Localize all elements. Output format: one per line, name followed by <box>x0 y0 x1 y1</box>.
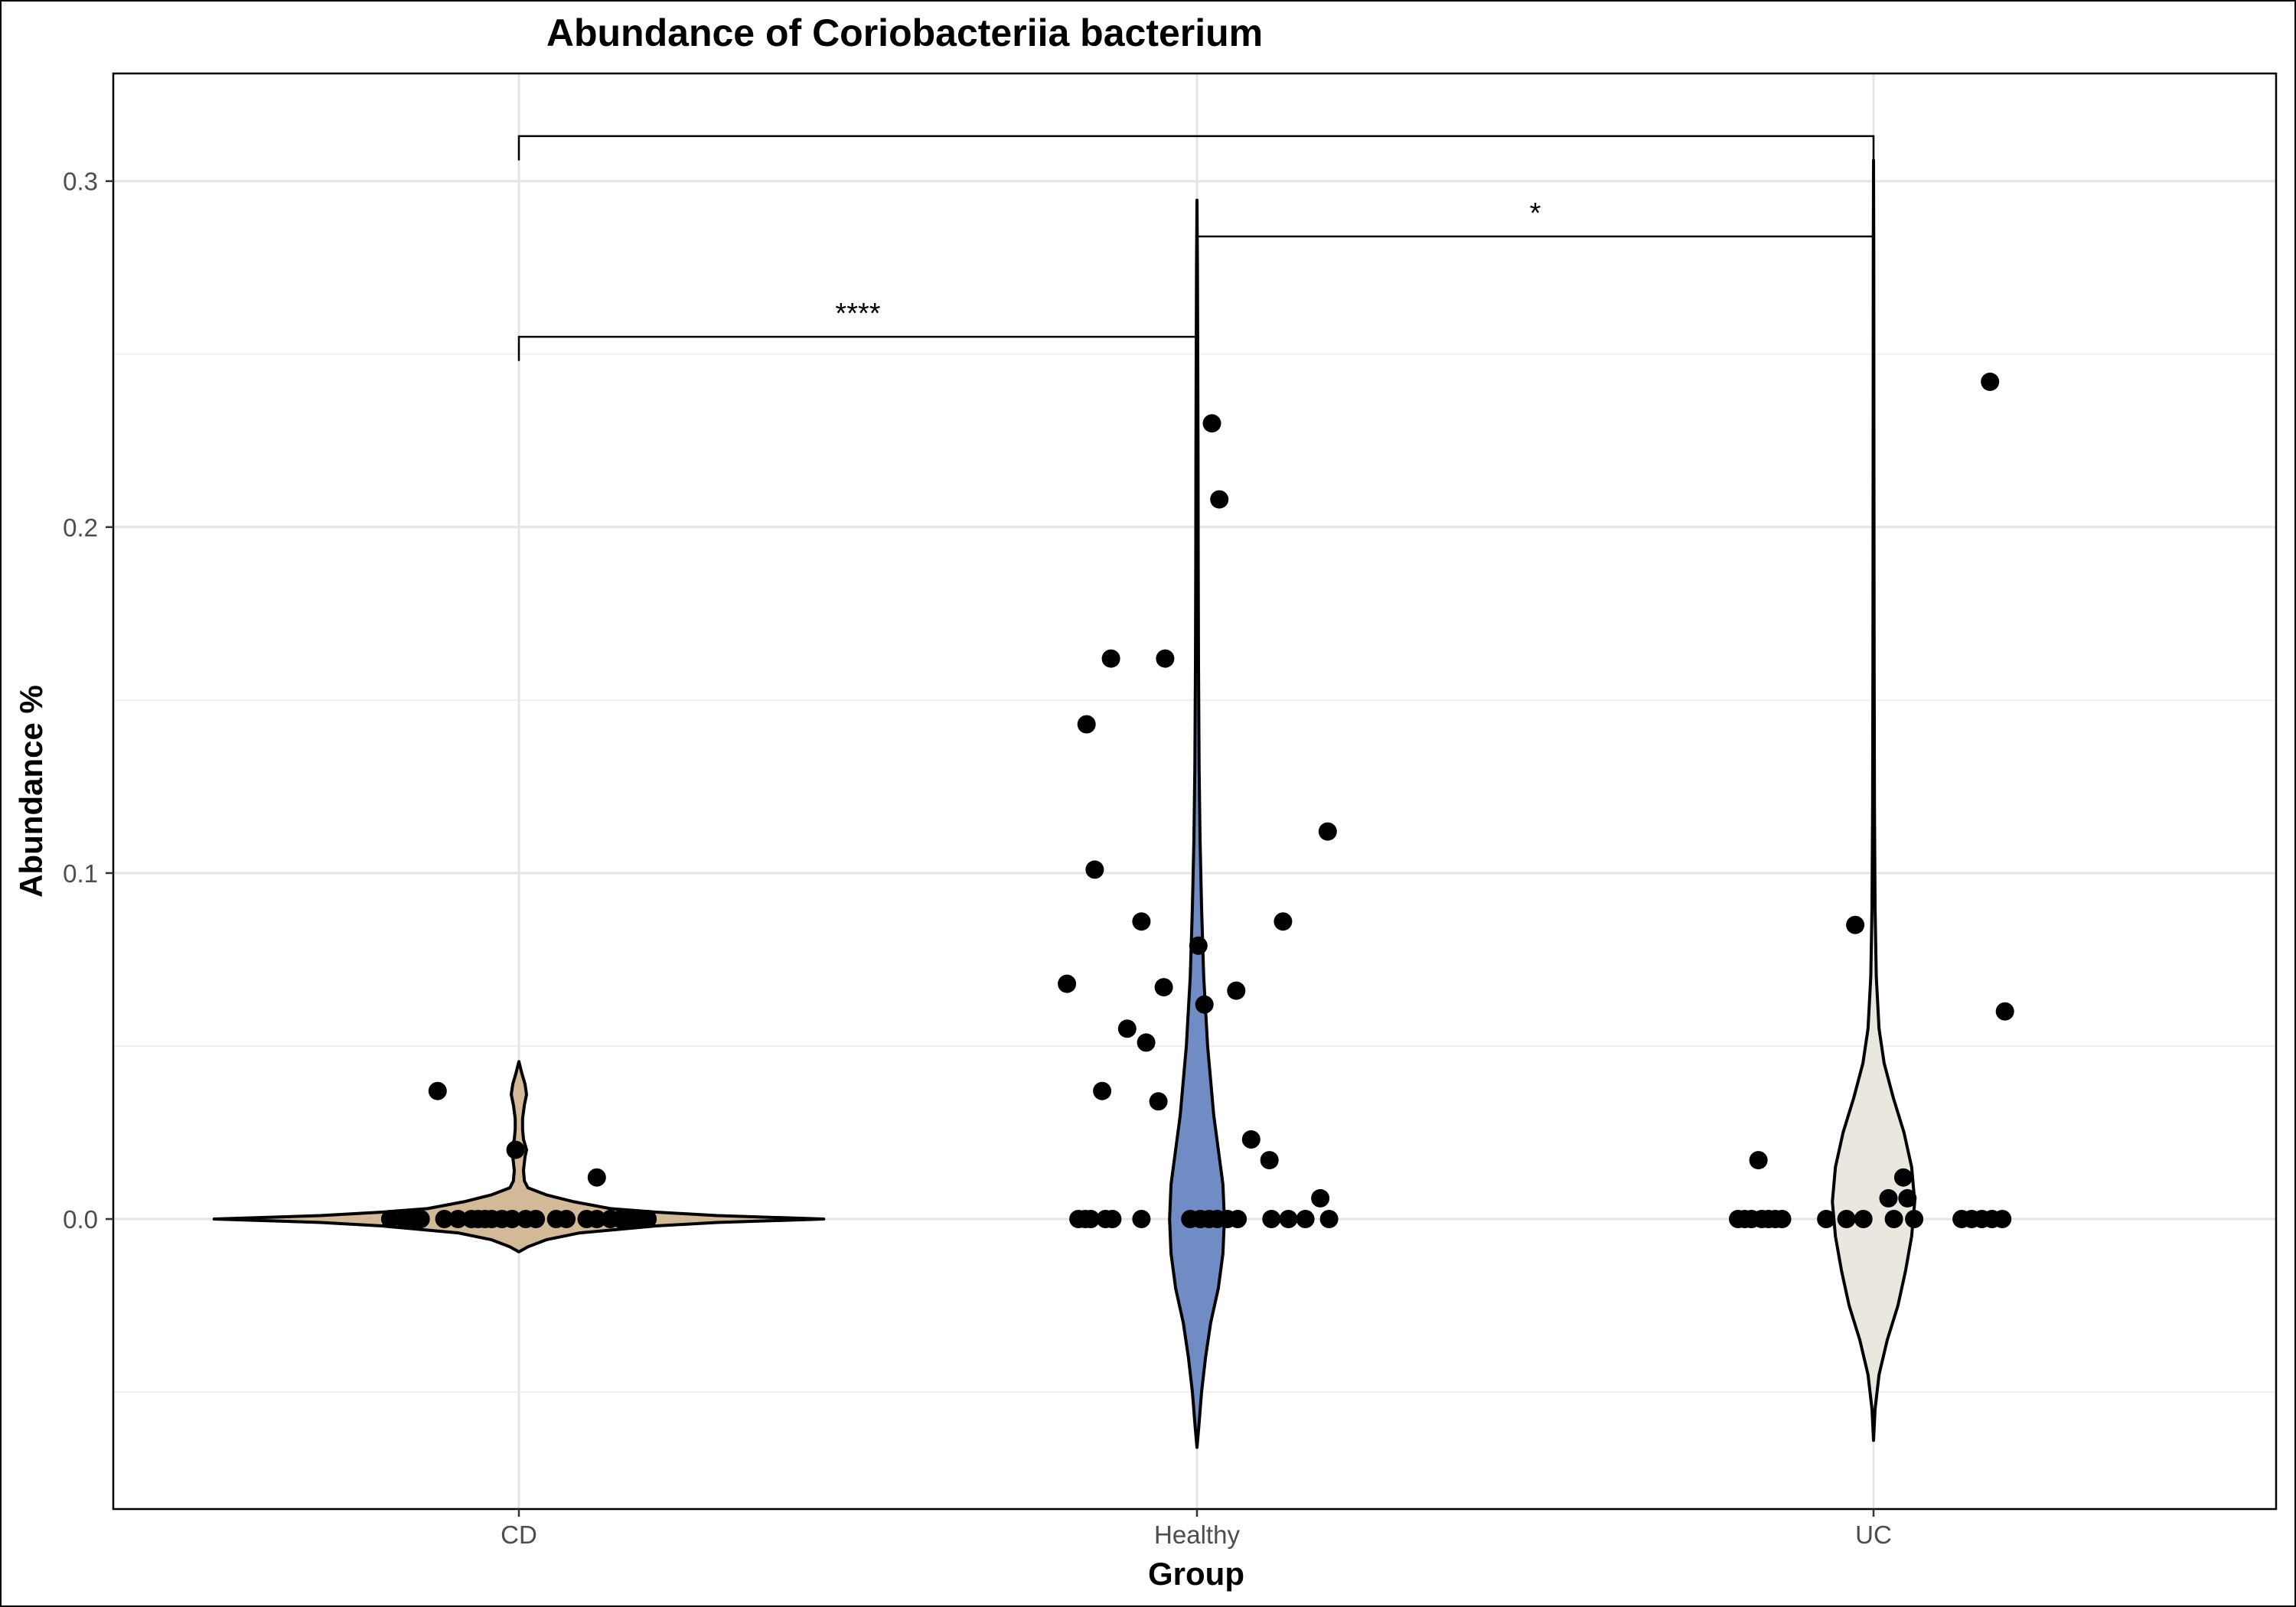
data-point-uc <box>1995 1002 2014 1021</box>
data-point-healthy <box>1085 860 1104 879</box>
data-point-uc <box>1884 1210 1903 1228</box>
x-tick-label: Healthy <box>1154 1521 1240 1549</box>
data-point-healthy <box>1260 1151 1279 1170</box>
data-point-cd <box>448 1210 468 1228</box>
data-points <box>380 372 2014 1228</box>
plot-panel-border <box>112 72 2278 1511</box>
data-point-uc <box>1905 1210 1924 1228</box>
axes: 0.0 0.1 0.2 0.3 CD Healthy UC <box>63 168 1892 1549</box>
data-point-healthy <box>1132 912 1151 931</box>
data-point-healthy <box>1227 981 1246 1000</box>
data-point-healthy <box>1189 936 1208 955</box>
data-point-healthy <box>1202 414 1221 433</box>
data-point-healthy <box>1319 1210 1339 1228</box>
significance-bracket <box>517 135 1875 161</box>
x-axis-title: Group <box>1148 1556 1244 1592</box>
x-tick-label: UC <box>1855 1521 1892 1549</box>
significance-bracket <box>1195 235 1875 258</box>
data-point-cd <box>503 1210 522 1228</box>
data-point-healthy <box>1117 1019 1137 1038</box>
data-point-healthy <box>1154 978 1173 997</box>
y-tick-label: 0.0 <box>63 1205 98 1234</box>
data-point-healthy <box>1101 649 1120 668</box>
data-point-uc <box>1773 1210 1792 1228</box>
data-point-uc <box>1854 1210 1873 1228</box>
data-point-cd <box>587 1168 606 1187</box>
data-point-cd <box>557 1210 576 1228</box>
data-point-uc <box>1981 372 2000 391</box>
data-point-healthy <box>1228 1210 1247 1228</box>
y-tick-label: 0.3 <box>63 168 98 196</box>
data-point-healthy <box>1279 1210 1298 1228</box>
data-point-healthy <box>1210 490 1229 509</box>
significance-label: **** <box>835 298 880 330</box>
y-tick-label: 0.1 <box>63 859 98 888</box>
data-point-cd <box>638 1210 657 1228</box>
data-point-healthy <box>1103 1210 1122 1228</box>
data-point-healthy <box>1311 1188 1330 1208</box>
significance-bracket <box>517 335 1197 361</box>
violin-healthy <box>1168 198 1226 1449</box>
data-point-uc <box>1879 1188 1898 1208</box>
chart-title: Abundance of Coriobacteriia bacterium <box>546 11 1263 54</box>
data-point-healthy <box>1262 1210 1281 1228</box>
data-point-healthy <box>1149 1092 1168 1111</box>
data-point-healthy <box>1093 1081 1112 1100</box>
significance-label: * <box>1530 197 1541 230</box>
data-point-uc <box>1837 1210 1856 1228</box>
y-axis-title: Abundance % <box>13 685 49 898</box>
data-point-uc <box>1993 1210 2012 1228</box>
data-point-healthy <box>1318 822 1337 841</box>
data-point-healthy <box>1156 649 1175 668</box>
data-point-uc <box>1898 1188 1917 1208</box>
data-point-healthy <box>1058 974 1077 993</box>
data-point-cd <box>380 1210 400 1228</box>
data-point-cd <box>587 1210 606 1228</box>
data-point-cd <box>411 1210 430 1228</box>
data-point-healthy <box>1137 1033 1156 1052</box>
significance-brackets: ***** <box>517 135 1875 361</box>
data-point-healthy <box>1081 1210 1101 1228</box>
data-point-uc <box>1846 915 1865 934</box>
data-point-uc <box>1893 1168 1913 1187</box>
data-point-healthy <box>1132 1210 1151 1228</box>
data-point-healthy <box>1241 1130 1261 1149</box>
data-point-uc <box>1817 1210 1836 1228</box>
data-point-cd <box>527 1210 546 1228</box>
data-point-healthy <box>1195 995 1214 1014</box>
data-point-healthy <box>1274 912 1293 931</box>
x-tick-label: CD <box>501 1521 537 1549</box>
y-tick-label: 0.2 <box>63 513 98 542</box>
data-point-cd <box>506 1140 525 1159</box>
data-point-healthy <box>1077 715 1096 734</box>
data-point-healthy <box>1296 1210 1315 1228</box>
data-point-uc <box>1749 1151 1768 1170</box>
data-point-cd <box>428 1081 447 1100</box>
violin-uc <box>1831 158 1916 1442</box>
data-point-cd <box>435 1210 454 1228</box>
